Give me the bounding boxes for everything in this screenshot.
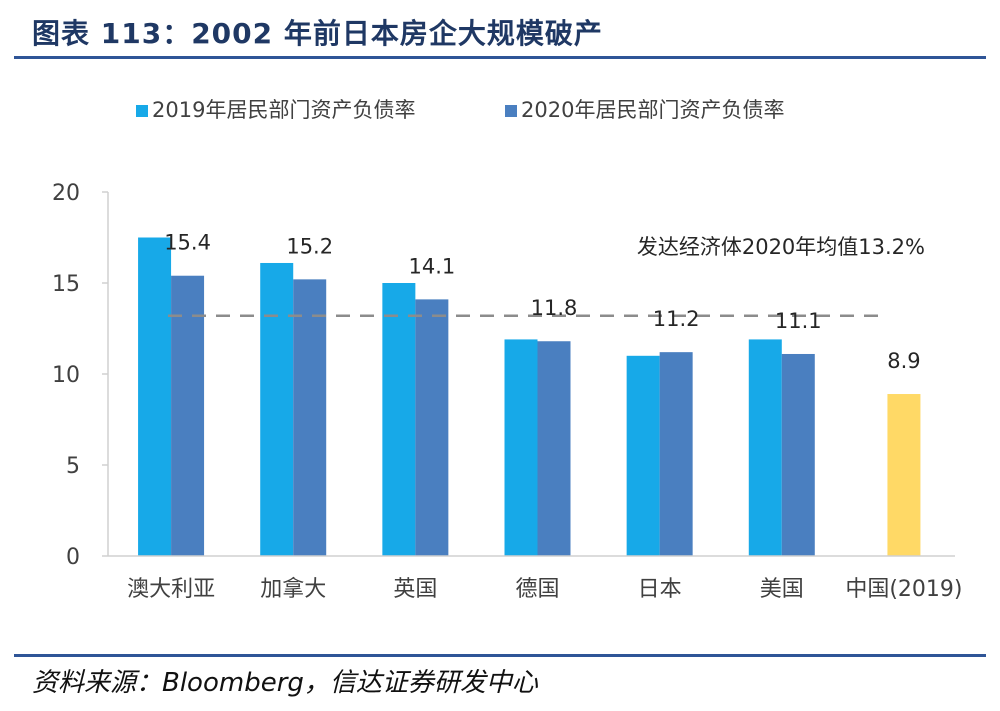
reference-line: 发达经济体2020年均值13.2% (168, 235, 925, 318)
data-label: 15.2 (286, 234, 333, 258)
y-tick-label: 5 (66, 454, 80, 479)
legend-swatch-1 (136, 105, 148, 117)
bar (748, 339, 782, 556)
bar (415, 299, 449, 556)
y-tick-label: 10 (52, 363, 80, 388)
data-label: 8.9 (887, 349, 920, 373)
legend-swatch-2 (505, 105, 517, 117)
bar (171, 275, 205, 556)
data-labels: 15.4 15.2 14.1 11.8 11.2 11.1 8.9 (164, 231, 920, 373)
x-category-label: 澳大利亚 (127, 577, 215, 602)
x-category-label: 加拿大 (260, 576, 326, 602)
y-axis: 0 5 10 15 20 (52, 181, 109, 570)
bar (537, 341, 571, 556)
y-tick-label: 20 (52, 181, 80, 206)
data-label: 14.1 (408, 254, 455, 278)
x-category-label: 日本 (638, 577, 682, 602)
title-divider (14, 56, 986, 59)
bar (887, 394, 921, 556)
source-note: 资料来源：Bloomberg，信达证券研发中心 (32, 668, 538, 698)
x-axis: 澳大利亚 加拿大 英国 德国 日本 美国 中国(2019) (108, 555, 963, 602)
x-category-label: 德国 (515, 577, 559, 602)
bar (138, 237, 172, 556)
chart-legend: 2019年居民部门资产负债率 2020年居民部门资产负债率 (136, 98, 784, 122)
legend-label-1: 2019年居民部门资产负债率 (152, 98, 415, 122)
y-tick-label: 15 (52, 272, 80, 297)
data-label: 11.1 (775, 309, 822, 333)
bar (293, 279, 327, 556)
bar (504, 339, 538, 556)
data-label: 11.2 (653, 307, 700, 331)
source-divider (14, 654, 986, 657)
data-label: 11.8 (531, 296, 578, 320)
data-label: 15.4 (164, 231, 211, 255)
x-category-label: 英国 (393, 577, 437, 602)
bar (260, 262, 294, 556)
chart-title: 图表 113：2002 年前日本房企大规模破产 (32, 17, 603, 50)
x-category-label: 中国(2019) (845, 577, 962, 602)
bar (382, 283, 416, 556)
bar (659, 352, 693, 556)
bar-chart: 2019年居民部门资产负债率 2020年居民部门资产负债率 0 5 10 15 20 发达… (52, 98, 963, 602)
legend-label-2: 2020年居民部门资产负债率 (521, 98, 784, 122)
bar (781, 353, 815, 556)
bar-series (138, 237, 921, 556)
y-tick-label: 0 (66, 545, 80, 570)
x-category-label: 美国 (760, 577, 804, 602)
reference-line-label: 发达经济体2020年均值13.2% (637, 235, 925, 259)
bar (626, 355, 660, 556)
